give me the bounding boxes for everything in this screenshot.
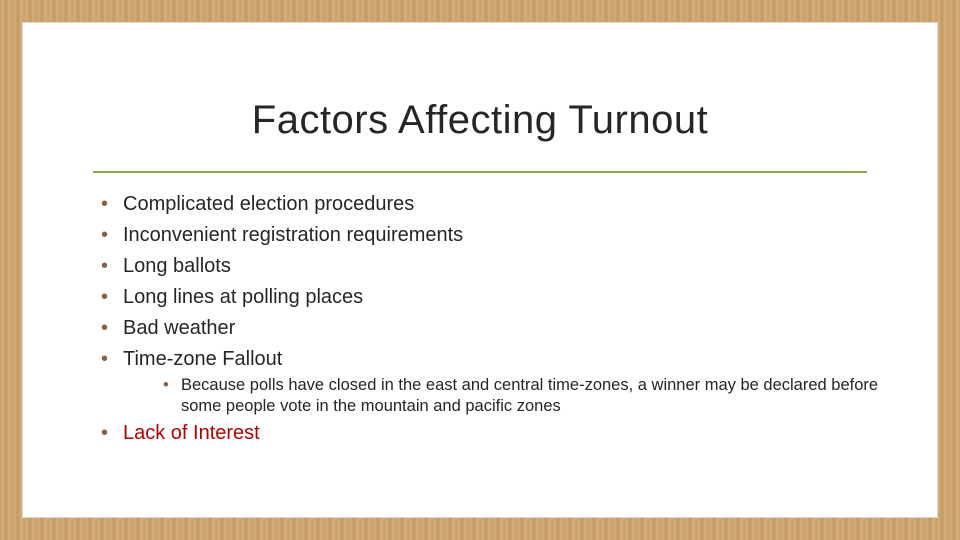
bullet-text: Time-zone Fallout <box>123 348 282 370</box>
bullet-item: Long lines at polling places <box>93 284 887 311</box>
sub-bullet-text: Because polls have closed in the east an… <box>181 376 878 415</box>
bullet-text: Complicated election procedures <box>123 193 414 215</box>
bullet-item: Time-zone Fallout Because polls have clo… <box>93 346 887 416</box>
bullet-text: Bad weather <box>123 317 235 339</box>
bullet-text: Long lines at polling places <box>123 286 363 308</box>
slide-content: Factors Affecting Turnout Complicated el… <box>23 23 937 517</box>
sub-bullet-list: Because polls have closed in the east an… <box>123 375 887 416</box>
slide-body: Complicated election procedures Inconven… <box>93 191 887 451</box>
slide-title: Factors Affecting Turnout <box>23 98 937 143</box>
bullet-text: Long ballots <box>123 255 231 277</box>
slide-outer: Factors Affecting Turnout Complicated el… <box>0 0 960 540</box>
bullet-list: Complicated election procedures Inconven… <box>93 191 887 447</box>
slide-inner: Factors Affecting Turnout Complicated el… <box>22 22 938 518</box>
bullet-text: Inconvenient registration requirements <box>123 224 463 246</box>
title-divider <box>93 171 867 173</box>
bullet-item: Inconvenient registration requirements <box>93 222 887 249</box>
sub-bullet-item: Because polls have closed in the east an… <box>159 375 887 416</box>
bullet-item: Lack of Interest <box>93 420 887 447</box>
bullet-item: Complicated election procedures <box>93 191 887 218</box>
bullet-item: Long ballots <box>93 253 887 280</box>
bullet-text-highlight: Lack of Interest <box>123 422 260 444</box>
bullet-item: Bad weather <box>93 315 887 342</box>
